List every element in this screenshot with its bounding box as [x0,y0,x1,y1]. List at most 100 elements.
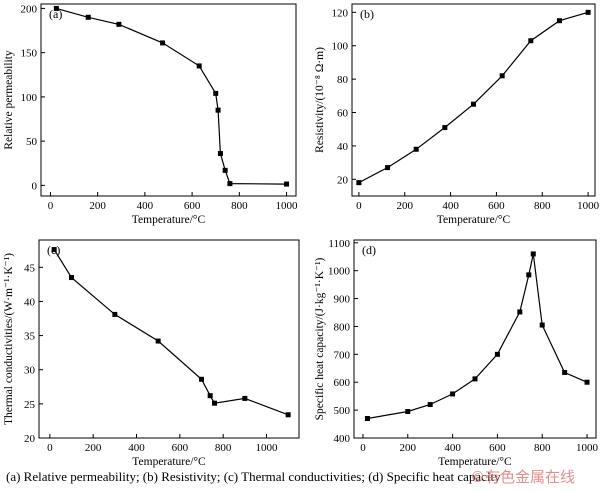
x-tick-label: 200 [396,200,413,212]
y-tick-label: 120 [332,7,349,19]
data-point [217,151,223,157]
x-tick-label: 600 [184,200,201,212]
x-tick-label: 0 [360,442,366,454]
y-tick-label: 150 [21,48,38,60]
y-tick-label: 25 [24,399,36,411]
data-point [69,275,74,281]
y-tick-label: 0 [32,180,38,192]
y-tick-label: 35 [24,331,36,343]
data-point [471,101,476,107]
figure-caption: (a) Relative permeability; (b) Resistivi… [6,469,501,484]
data-point [227,181,233,187]
x-axis-title: Temperature/°C [132,214,206,226]
series-line [56,7,287,185]
plot-frame [40,3,297,197]
y-tick-label: 200 [21,3,38,15]
chart-panel-b: 0 200 400 600 800 1000 20 40 60 80 100 120 Temperatu… [314,3,600,226]
data-point [584,379,590,385]
panel-label: (b) [360,7,374,21]
x-tick-label: 1000 [276,200,299,212]
data-point [364,415,370,421]
x-tick-label: 400 [137,200,154,212]
x-tick-label: 0 [47,442,53,454]
data-point [556,18,562,24]
data-point [285,412,291,418]
y-axis-title: Relative permeability [3,50,15,150]
x-tick-label: 1000 [256,442,279,454]
data-point [405,409,411,415]
x-axis-title: Temperature/°C [438,456,512,468]
data-point [242,395,248,401]
data-point [526,272,532,278]
x-tick-label: 400 [442,200,459,212]
data-point [450,391,456,397]
x-tick-label: 200 [85,442,102,454]
series-line [367,253,588,420]
panel-label: (a) [49,7,62,21]
plot-frame [351,3,596,197]
chart-panel-c: 0 200 400 600 800 1000 20 25 30 35 40 45 Temperature… [3,239,300,468]
data-point [196,63,202,69]
y-axis-title: Resistivity/(10⁻⁸ Ω·m) [314,47,326,153]
x-tick-label: 800 [534,442,551,454]
y-tick-label: 100 [21,92,38,104]
data-point [499,73,505,79]
data-point [585,9,591,15]
data-point [539,322,545,328]
data-point [160,40,166,46]
y-tick-label: 40 [24,296,36,308]
data-point [562,369,568,375]
data-point [212,400,217,406]
y-tick-label: 100 [332,41,349,53]
x-tick-label: 400 [128,442,145,454]
x-tick-label: 600 [488,200,505,212]
data-point [427,402,433,408]
y-tick-label: 400 [334,433,351,445]
y-tick-label: 80 [337,74,349,86]
x-tick-label: 1000 [577,200,600,212]
x-tick-label: 800 [231,200,248,212]
y-tick-label: 800 [334,321,351,333]
y-tick-label: 1100 [328,238,350,250]
x-tick-label: 200 [89,200,106,212]
data-point [207,393,213,399]
data-point [85,14,91,20]
x-axis-title: Temperature/°C [132,456,206,468]
x-tick-label: 400 [444,442,461,454]
series-line [53,249,289,416]
y-tick-label: 700 [334,349,351,361]
x-tick-label: 1000 [576,442,599,454]
data-point [222,167,228,173]
plot-frame [353,239,597,439]
panel-label: (d) [362,243,376,257]
y-axis-title: Specific heat capacity/(J·kg⁻¹·K⁻¹) [314,257,326,420]
y-tick-label: 50 [26,136,38,148]
chart-panel-a: 0 200 400 600 800 1000 0 50 100 150 200 Temperature… [3,3,298,226]
data-point [53,5,59,11]
y-tick-label: 20 [24,433,36,445]
x-axis-title: Temperature/°C [437,214,511,226]
data-point [112,311,118,317]
y-tick-label: 500 [334,405,351,417]
y-axis-title: Thermal conductivities/(W·m⁻¹·K⁻¹) [3,253,15,425]
data-point [442,125,448,131]
y-tick-label: 60 [337,108,349,120]
series-line [358,11,589,184]
x-tick-label: 800 [534,200,551,212]
data-point [528,38,534,44]
y-tick-label: 40 [337,141,349,153]
y-tick-label: 20 [337,174,349,186]
data-point [51,247,57,253]
watermark: ©有色金属在线 [470,468,576,486]
y-tick-label: 1000 [328,266,351,278]
plot-frame [38,239,300,439]
data-point [530,251,536,257]
data-point [472,376,478,382]
data-point [116,21,122,27]
data-point [199,376,204,382]
data-point [385,165,391,171]
y-tick-label: 600 [334,377,351,389]
y-tick-label: 30 [24,365,36,377]
chart-panel-d: 0 200 400 600 800 1000 400 500 600 700 800 900 1000 1… [314,238,599,468]
